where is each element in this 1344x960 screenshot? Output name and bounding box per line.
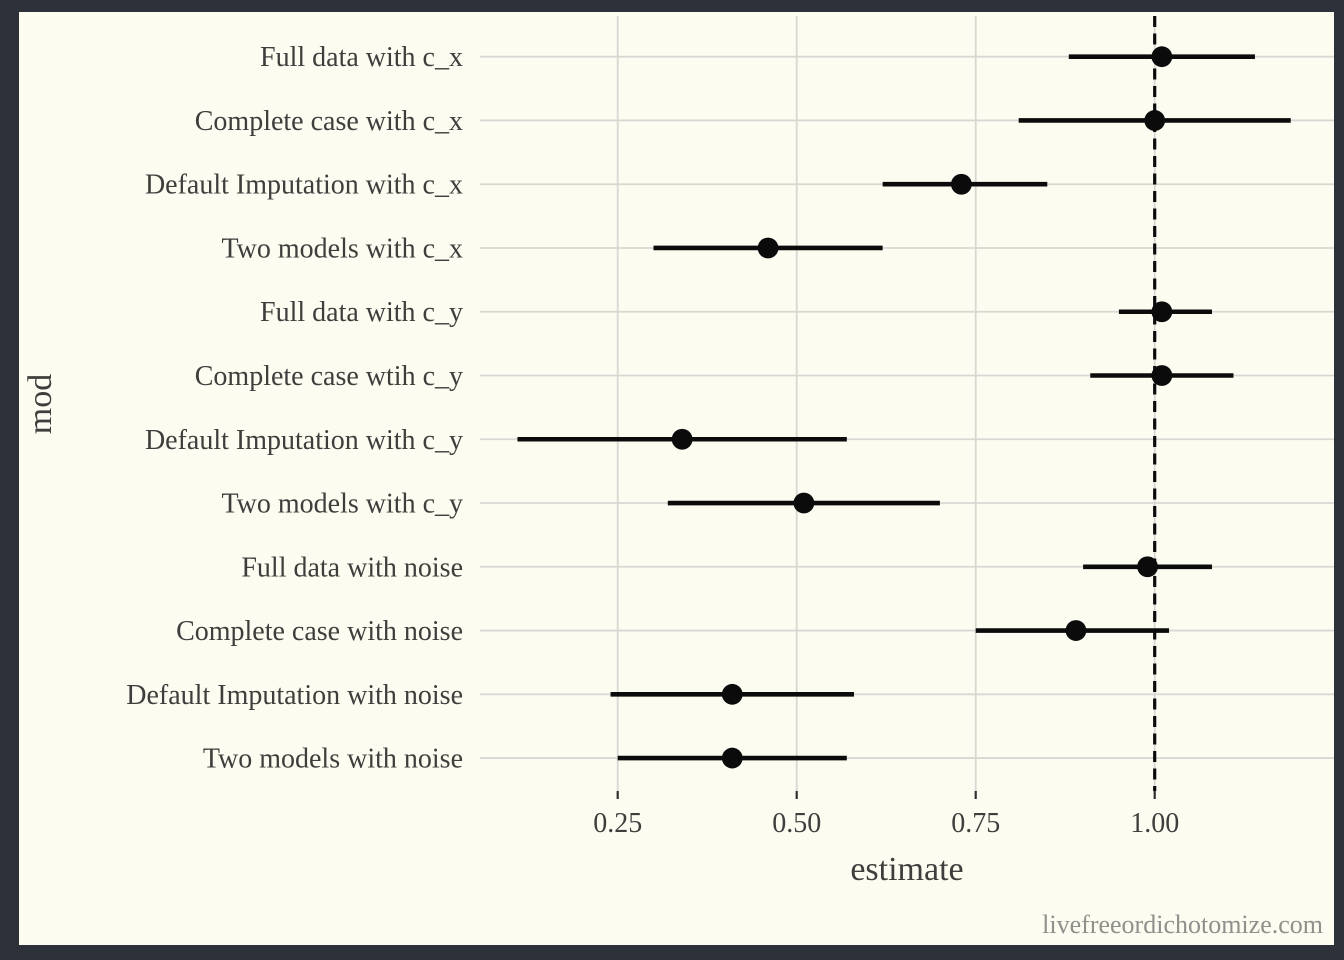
point-estimate <box>1144 110 1166 131</box>
y-axis-title: mod <box>22 374 59 434</box>
axis-layer: Full data with c_x Complete case with c_x… <box>126 42 1179 839</box>
x-tick-label: 0.75 <box>951 808 1000 839</box>
point-estimate <box>721 683 743 705</box>
point-estimate <box>721 747 743 769</box>
category-label: Complete case with noise <box>176 616 463 647</box>
category-label: Two models with c_y <box>222 489 463 520</box>
point-estimate <box>793 492 815 514</box>
category-label: Default Imputation with c_x <box>145 170 463 201</box>
category-label: Full data with c_x <box>260 42 463 73</box>
category-label: Default Imputation with noise <box>126 680 463 711</box>
x-tick-label: 0.50 <box>772 808 821 839</box>
plot-canvas: Full data with c_x Complete case with c_x… <box>19 12 1334 945</box>
x-tick-label: 1.00 <box>1130 808 1179 839</box>
category-label: Full data with noise <box>241 552 463 583</box>
point-estimate <box>757 237 779 259</box>
point-estimate <box>671 428 693 450</box>
x-axis-title: estimate <box>850 851 963 888</box>
point-estimate <box>1151 365 1173 386</box>
point-estimate <box>1151 46 1173 68</box>
category-label: Two models with noise <box>203 744 463 775</box>
category-label: Two models with c_x <box>222 233 463 264</box>
watermark: livefreeordichotomize.com <box>1042 910 1323 939</box>
x-tick-label: 0.25 <box>593 808 642 839</box>
category-label: Default Imputation with c_y <box>145 425 463 456</box>
point-estimate <box>1065 620 1087 641</box>
point-estimate <box>950 173 972 195</box>
point-estimate <box>1151 301 1173 323</box>
point-estimate <box>1137 556 1158 578</box>
category-label: Complete case wtih c_y <box>195 361 463 392</box>
category-label: Complete case with c_x <box>195 106 463 137</box>
forest-plot: Full data with c_x Complete case with c_x… <box>22 16 1334 939</box>
category-label: Full data with c_y <box>260 297 463 328</box>
grid-layer <box>480 16 1334 791</box>
data-layer <box>517 46 1291 769</box>
